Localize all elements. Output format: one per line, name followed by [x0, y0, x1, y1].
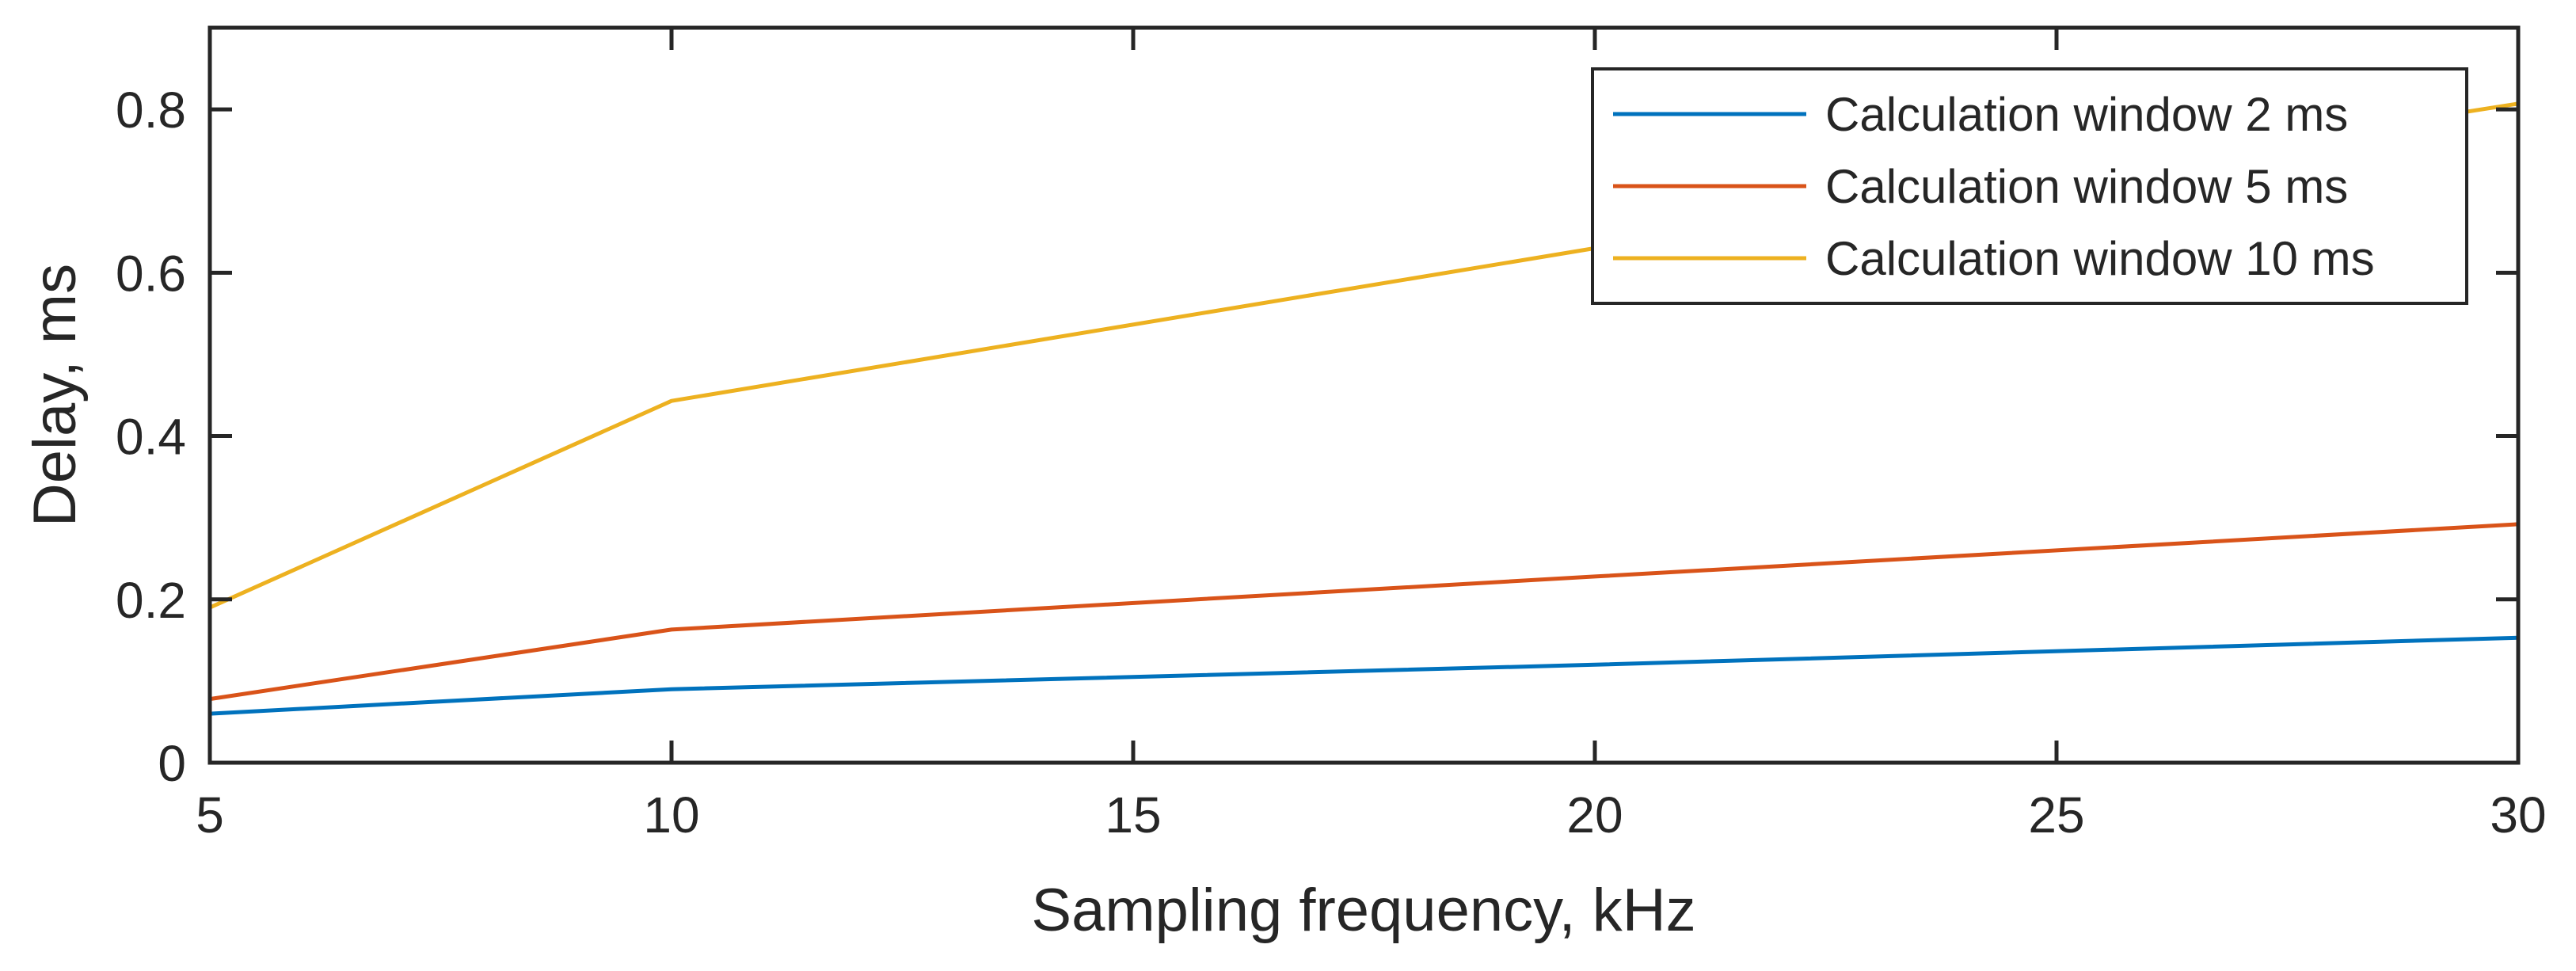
legend-label-2: Calculation window 5 ms: [1825, 160, 2348, 213]
y-tick-label: 0.8: [116, 82, 186, 139]
series-line-2: [209, 522, 2519, 702]
legend-label-1: Calculation window 2 ms: [1825, 88, 2348, 141]
y-tick-label: 0.4: [116, 409, 186, 466]
ticks-layer: 5 10 15 20 25 30 0 0.2 0.4 0.6 0.8: [116, 28, 2547, 843]
legend: Calculation window 2 ms Calculation windo…: [1591, 67, 2468, 305]
x-tick-label: 5: [196, 786, 224, 843]
legend-label-3: Calculation window 10 ms: [1825, 232, 2375, 285]
y-axis-label: Delay, ms: [21, 264, 89, 527]
series-line-1: [209, 635, 2519, 716]
y-tick-label: 0: [158, 735, 186, 792]
y-tick-label: 0.2: [116, 572, 186, 629]
x-tick-label: 15: [1105, 786, 1161, 843]
axes-box: [207, 25, 2521, 765]
x-tick-label: 10: [643, 786, 699, 843]
x-tick-label: 30: [2490, 786, 2546, 843]
x-tick-label: 25: [2028, 786, 2084, 843]
x-tick-label: 20: [1566, 786, 1623, 843]
y-tick-label: 0.6: [116, 245, 186, 302]
x-axis-label: Sampling frequency, kHz: [1031, 877, 1695, 944]
